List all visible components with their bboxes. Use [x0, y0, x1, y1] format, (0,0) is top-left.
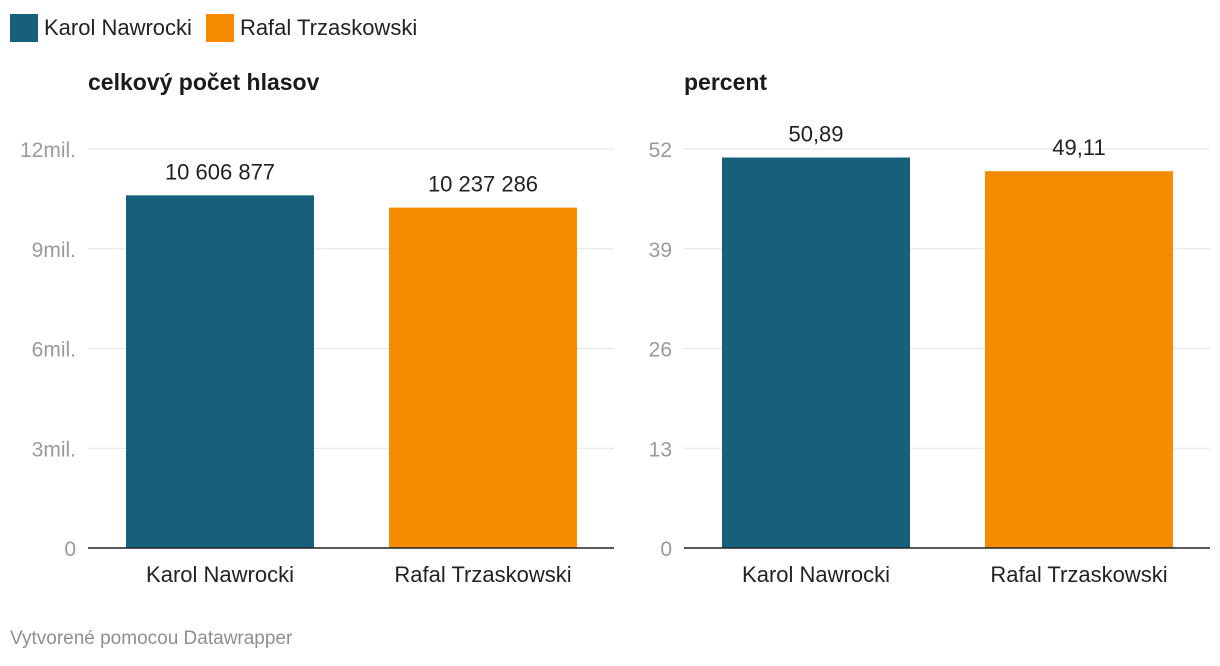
votes-category-label: Rafal Trzaskowski — [394, 562, 571, 587]
votes-y-tick-label: 0 — [64, 538, 76, 561]
legend: Karol Nawrocki Rafal Trzaskowski — [10, 12, 431, 44]
votes-y-tick-label: 6mil. — [32, 339, 76, 362]
legend-item-nawrocki: Karol Nawrocki — [10, 14, 192, 42]
percent-y-tick-label: 0 — [660, 538, 672, 561]
percent-panel-title: percent — [684, 69, 767, 95]
percent-y-tick-label: 39 — [649, 239, 672, 262]
percent-data-label: 49,11 — [1052, 135, 1105, 160]
votes-data-label: 10 237 286 — [428, 172, 538, 197]
votes-bar-nawrocki — [126, 195, 314, 548]
footer-credit: Vytvorené pomocou Datawrapper — [10, 628, 293, 649]
votes-bar-trzaskowski — [389, 207, 577, 549]
votes-data-label: 10 606 877 — [165, 159, 275, 184]
percent-y-tick-label: 26 — [649, 339, 672, 362]
votes-category-label: Karol Nawrocki — [146, 562, 294, 587]
votes-y-tick-label: 12mil. — [20, 139, 76, 162]
legend-swatch-trzaskowski — [205, 14, 234, 42]
legend-label-trzaskowski: Rafal Trzaskowski — [239, 15, 418, 40]
percent-bar-trzaskowski — [985, 171, 1173, 549]
legend-item-trzaskowski: Rafal Trzaskowski — [205, 14, 418, 42]
votes-panel-title: celkový počet hlasov — [88, 69, 320, 95]
percent-y-tick-label: 13 — [649, 438, 672, 461]
percent-bar-nawrocki — [722, 157, 910, 548]
percent-category-label: Rafal Trzaskowski — [990, 562, 1167, 587]
votes-y-tick-label: 3mil. — [32, 438, 76, 461]
legend-label-nawrocki: Karol Nawrocki — [44, 15, 192, 40]
percent-category-label: Karol Nawrocki — [742, 562, 890, 587]
percent-y-tick-label: 52 — [649, 139, 672, 162]
votes-y-tick-label: 9mil. — [32, 239, 76, 262]
percent-data-label: 50,89 — [788, 122, 843, 147]
legend-swatch-nawrocki — [10, 14, 38, 42]
